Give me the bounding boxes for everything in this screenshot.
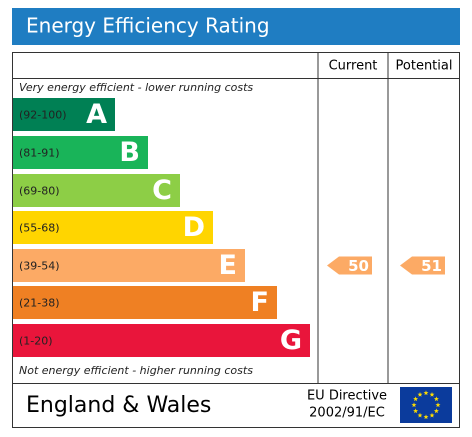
band-letter: G <box>280 325 302 356</box>
band-range: (92-100) <box>19 109 67 122</box>
bottom-note: Not energy efficient - higher running co… <box>19 364 253 377</box>
band-letter: F <box>251 287 269 318</box>
band-letter: E <box>219 250 237 281</box>
flag-star <box>423 414 429 420</box>
flag-star <box>417 412 423 418</box>
flag-star <box>413 396 419 402</box>
band-range: (69-80) <box>19 185 60 198</box>
flag-star <box>423 390 429 396</box>
rating-arrow <box>327 256 372 275</box>
flag-star <box>433 408 439 414</box>
title: Energy Efficiency Rating <box>26 14 270 38</box>
rating-arrow <box>400 256 445 275</box>
band-bar <box>13 286 277 319</box>
flag-star <box>411 402 417 408</box>
band-bar <box>13 211 213 244</box>
band-bar <box>13 136 148 169</box>
band-letter: A <box>86 99 107 130</box>
rating-value: 51 <box>421 257 442 275</box>
band-range: (81-91) <box>19 147 60 160</box>
flag-star <box>429 392 435 397</box>
band-range: (1-20) <box>19 335 53 348</box>
band-bar <box>13 324 310 357</box>
band-range: (39-54) <box>19 260 60 273</box>
footer-frame <box>12 383 460 428</box>
band-bar <box>13 249 245 282</box>
flag-star <box>429 412 435 418</box>
band-bar <box>13 98 115 131</box>
footer-region: England & Wales <box>26 393 211 418</box>
footer-code: 2002/91/EC <box>309 406 385 421</box>
band-letter: B <box>119 137 140 168</box>
title-bar <box>12 8 460 45</box>
flag-star <box>413 408 419 414</box>
column-header: Current <box>329 59 378 74</box>
top-note: Very energy efficient - lower running co… <box>19 81 253 94</box>
flag-star <box>435 402 441 408</box>
footer-directive: EU Directive <box>307 389 387 404</box>
flag-star <box>433 396 439 402</box>
band-letter: C <box>152 175 172 206</box>
band-range: (55-68) <box>19 222 60 235</box>
band-letter: D <box>183 212 205 243</box>
flag-star <box>417 392 423 397</box>
column-header: Potential <box>396 59 453 74</box>
rating-value: 50 <box>348 257 369 275</box>
band-bar <box>13 174 180 207</box>
band-range: (21-38) <box>19 297 60 310</box>
